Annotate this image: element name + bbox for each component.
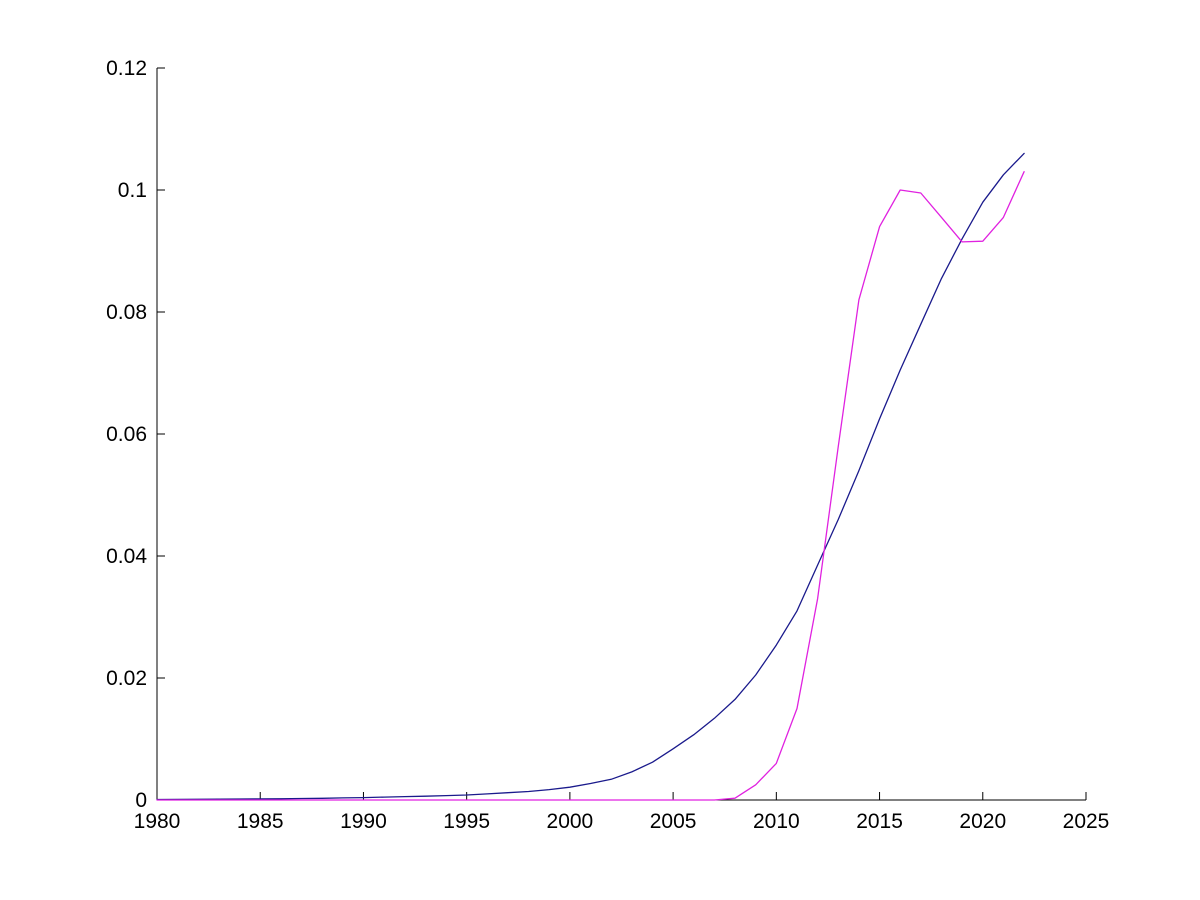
x-tick-label: 2025 (1063, 810, 1110, 833)
x-tick-label: 2005 (650, 810, 697, 833)
y-tick-label: 0.04 (106, 545, 147, 568)
x-tick-label: 2015 (856, 810, 903, 833)
y-tick-label: 0.12 (106, 57, 147, 80)
x-tick-label: 1985 (237, 810, 284, 833)
x-tick-label: 2000 (547, 810, 594, 833)
x-tick-label: 2010 (753, 810, 800, 833)
y-tick-label: 0 (135, 789, 147, 812)
x-tick-label: 2020 (959, 810, 1006, 833)
y-tick-label: 0.02 (106, 667, 147, 690)
y-tick-label: 0.08 (106, 301, 147, 324)
smooth-sigmoid-curve-line (156, 152, 1025, 801)
x-tick-label: 1980 (134, 810, 181, 833)
x-tick-label: 1990 (340, 810, 387, 833)
y-tick-label: 0.1 (118, 179, 147, 202)
x-tick-label: 1995 (443, 810, 490, 833)
y-tick-label: 0.06 (106, 423, 147, 446)
magenta-curve-line (156, 171, 1025, 801)
